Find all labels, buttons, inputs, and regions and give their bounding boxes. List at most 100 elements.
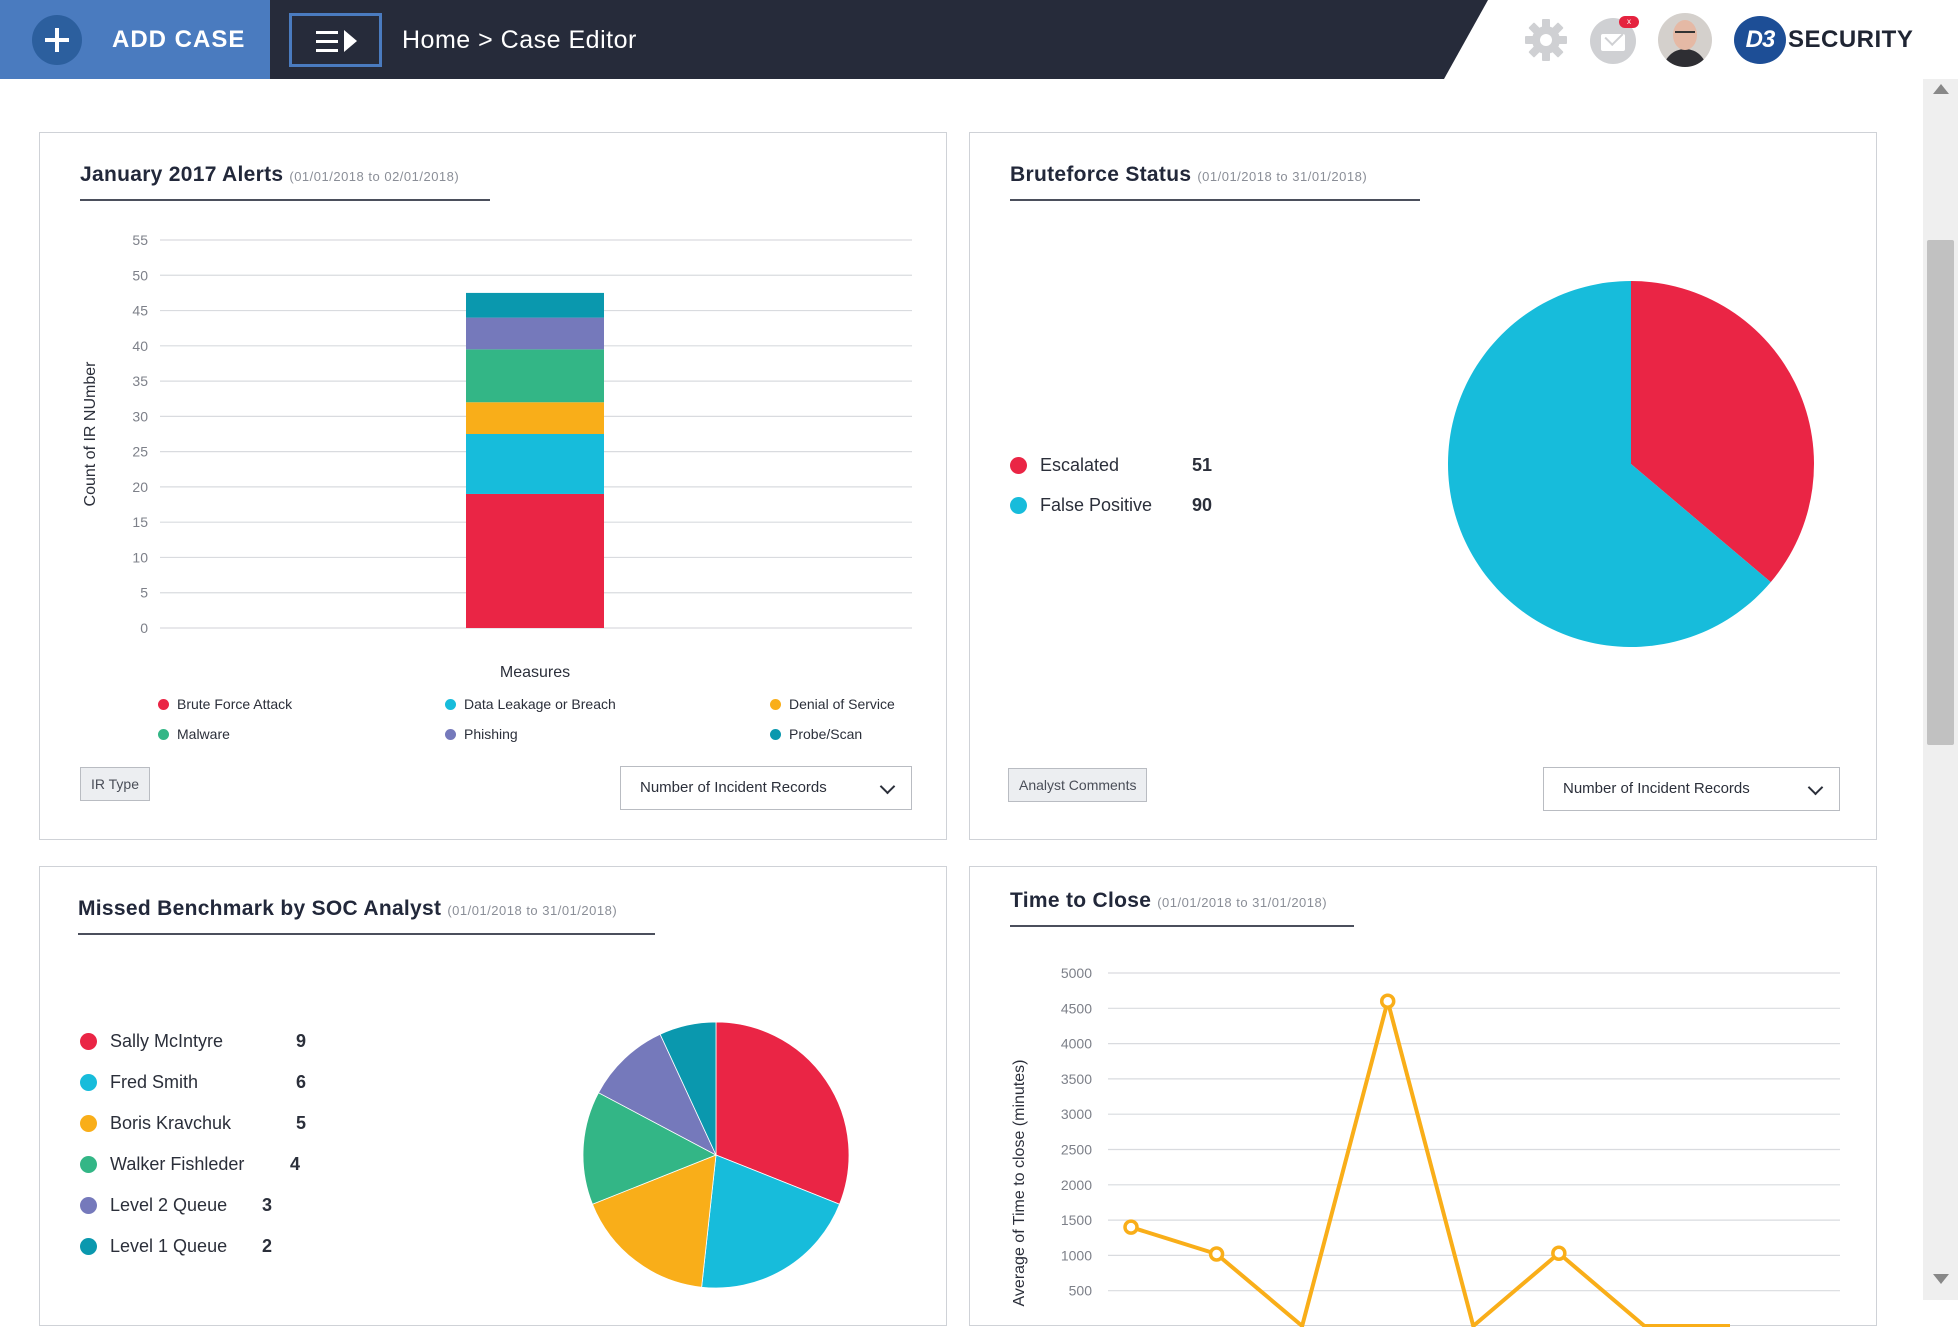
y-tick-label: 5 — [140, 585, 148, 601]
y-tick-label: 20 — [132, 479, 148, 495]
panel-date-range: (01/01/2018 to 31/01/2018) — [1197, 169, 1368, 184]
y-tick-label: 40 — [132, 338, 148, 354]
chevron-down-icon — [879, 778, 896, 795]
panel-title: Missed Benchmark by SOC Analyst — [78, 897, 442, 920]
legend-value: 3 — [262, 1195, 273, 1215]
gear-icon[interactable] — [1522, 16, 1570, 64]
panel-title: Time to Close — [1010, 889, 1152, 912]
pie-slice-escalated — [1631, 281, 1814, 583]
y-tick-label: 1000 — [1061, 1247, 1092, 1263]
y-tick-label: 10 — [132, 549, 148, 565]
legend-item-probe-scan[interactable]: Probe/Scan — [770, 726, 862, 742]
menu-icon-bar — [316, 40, 338, 43]
menu-icon-bar — [316, 49, 338, 52]
top-bar: ADD CASE Home > Case Editor x — [0, 0, 1958, 79]
legend-label: Phishing — [464, 726, 518, 742]
plus-icon — [32, 15, 82, 65]
mail-button[interactable]: x — [1590, 16, 1640, 64]
breadcrumb: Home > Case Editor — [402, 26, 637, 54]
line-point — [1551, 1245, 1567, 1262]
legend-item-sally-mcintyre[interactable]: Sally McIntyre 9 — [80, 1031, 330, 1052]
legend-item-denial-of-service[interactable]: Denial of Service — [770, 696, 895, 712]
legend-item-escalated[interactable]: Escalated 51 — [1010, 455, 1232, 476]
y-tick-label: 30 — [132, 408, 148, 424]
scroll-up-arrow-icon[interactable] — [1933, 84, 1949, 94]
analyst-comments-button[interactable]: Analyst Comments — [1008, 768, 1148, 802]
pie-slice-walker-fishleder — [582, 1092, 717, 1205]
legend-dot — [445, 698, 456, 710]
y-tick-label: 35 — [132, 373, 148, 389]
pie-slice-false-positive — [1448, 281, 1771, 647]
d3-security-logo: D3 SECURITY — [1734, 16, 1913, 64]
measure-select-value: Number of Incident Records — [640, 779, 827, 796]
legend-item-brute-force-attack[interactable]: Brute Force Attack — [158, 696, 292, 712]
mail-icon — [1590, 18, 1636, 64]
legend-item-boris-kravchuk[interactable]: Boris Kravchuk 5 — [80, 1113, 330, 1134]
panel-date-range: (01/01/2018 to 31/01/2018) — [1157, 895, 1328, 910]
legend-value: 6 — [296, 1072, 307, 1092]
scrollbar-thumb[interactable] — [1927, 240, 1954, 745]
legend-item-phishing[interactable]: Phishing — [445, 726, 518, 742]
legend-item-malware[interactable]: Malware — [158, 726, 230, 742]
panel-date-range: (01/01/2018 to 02/01/2018) — [289, 169, 460, 184]
benchmark-panel: Missed Benchmark by SOC Analyst (01/01/20… — [39, 866, 947, 1326]
y-axis-label: Average of Time to close (minutes) — [1011, 1060, 1028, 1307]
y-tick-label: 4000 — [1061, 1036, 1092, 1052]
measure-select[interactable]: Number of Incident Records — [1543, 767, 1840, 811]
legend-item-data-leakage-or-breach[interactable]: Data Leakage or Breach — [445, 696, 616, 712]
avatar-glasses — [1675, 31, 1695, 36]
menu-toggle-button[interactable] — [289, 13, 382, 67]
y-tick-label: 0 — [140, 620, 148, 636]
legend-value: 90 — [1192, 495, 1213, 515]
bruteforce-pie-chart — [1448, 281, 1814, 647]
line-series — [1130, 999, 1730, 1327]
legend-item-level-1-queue[interactable]: Level 1 Queue 2 — [80, 1236, 330, 1257]
panel-title: Bruteforce Status — [1010, 163, 1192, 186]
legend-dot — [80, 1238, 97, 1255]
legend-label: Escalated — [1040, 455, 1120, 475]
user-avatar[interactable] — [1658, 13, 1712, 67]
panel-title: January 2017 Alerts — [80, 163, 284, 186]
ir-type-button[interactable]: IR Type — [80, 767, 150, 801]
alerts-panel: January 2017 Alerts (01/01/2018 to 02/01/… — [39, 132, 947, 840]
line-point — [1123, 1219, 1139, 1235]
measure-select-value: Number of Incident Records — [1563, 780, 1750, 797]
scroll-down-arrow-icon[interactable] — [1933, 1274, 1949, 1284]
panel-date-range: (01/01/2018 to 31/01/2018) — [447, 903, 618, 918]
time-to-close-panel: Time to Close (01/01/2018 to 31/01/2018) … — [969, 866, 1877, 1327]
y-tick-label: 55 — [132, 232, 148, 248]
title-underline — [78, 933, 655, 935]
legend-item-level-2-queue[interactable]: Level 2 Queue 3 — [80, 1195, 330, 1216]
notification-badge: x — [1619, 16, 1639, 28]
legend-dot — [158, 728, 169, 740]
legend-dot — [80, 1115, 97, 1132]
pie-slice-level-2-queue — [597, 1033, 717, 1156]
alerts-panel-title: January 2017 Alerts (01/01/2018 to 02/01/… — [80, 163, 459, 187]
legend-dot — [80, 1074, 97, 1091]
legend-value: 2 — [262, 1236, 273, 1256]
bar-segment-data-leakage-or-breach — [466, 434, 604, 494]
legend-item-walker-fishleder[interactable]: Walker Fishleder 4 — [80, 1154, 330, 1175]
legend-item-false-positive[interactable]: False Positive 90 — [1010, 495, 1232, 516]
benchmark-pie-chart — [582, 1021, 850, 1289]
title-underline — [1010, 199, 1420, 201]
legend-dot — [80, 1197, 97, 1214]
legend-dot — [80, 1156, 97, 1173]
y-tick-label: 3500 — [1061, 1071, 1092, 1087]
title-underline — [80, 199, 490, 201]
add-case-label: ADD CASE — [112, 26, 246, 53]
y-tick-label: 4500 — [1061, 1000, 1092, 1016]
y-tick-label: 3000 — [1061, 1106, 1092, 1122]
y-tick-label: 45 — [132, 303, 148, 319]
add-case-button[interactable]: ADD CASE — [0, 0, 270, 79]
legend-label: Sally McIntyre — [110, 1031, 224, 1051]
logo-text: SECURITY — [1788, 26, 1914, 53]
legend-item-fred-smith[interactable]: Fred Smith 6 — [80, 1072, 330, 1093]
legend-label: Data Leakage or Breach — [464, 696, 616, 712]
line-point — [1208, 1246, 1225, 1262]
legend-label: Brute Force Attack — [177, 696, 293, 712]
y-tick-label: 2000 — [1061, 1177, 1092, 1193]
measure-select[interactable]: Number of Incident Records — [620, 766, 912, 810]
time-to-close-line-chart: 500 1000 1500 2000 2500 3000 3500 4000 4500 5000 A… — [1011, 965, 1840, 1327]
legend-label: Probe/Scan — [789, 726, 863, 742]
